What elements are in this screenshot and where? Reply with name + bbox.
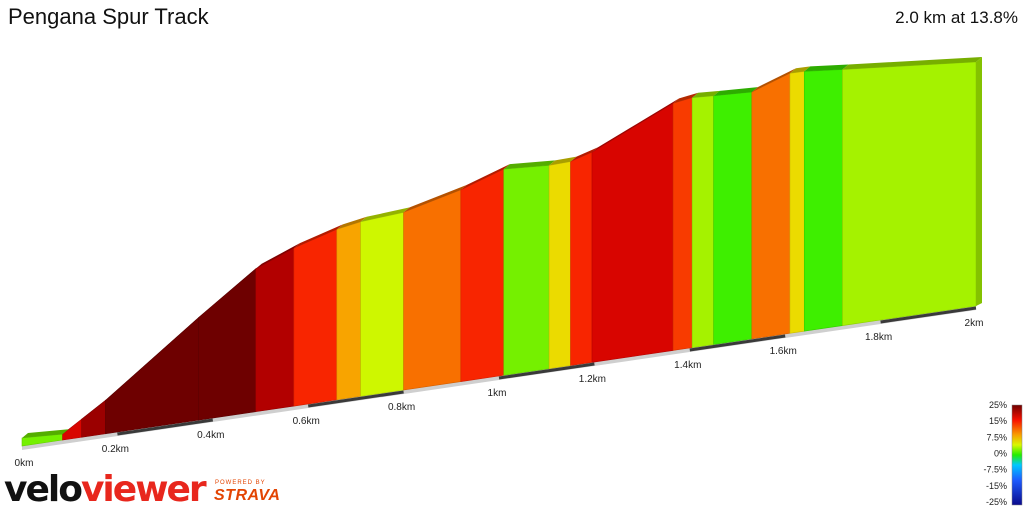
x-tick-label-6: 1.2km bbox=[579, 374, 606, 385]
legend-label-2: 7.5% bbox=[986, 432, 1007, 442]
grade-band-top-9 bbox=[403, 184, 467, 213]
x-tick-label-8: 1.6km bbox=[770, 346, 797, 357]
grade-band-top-3 bbox=[105, 312, 205, 401]
grade-band-6 bbox=[293, 228, 338, 407]
grade-band-21 bbox=[842, 61, 977, 326]
grade-band-top-21 bbox=[842, 57, 982, 70]
logo-velo: velo bbox=[4, 469, 83, 510]
grade-band-top-0 bbox=[22, 429, 69, 438]
grade-band-8 bbox=[360, 212, 404, 397]
grade-band-top-11 bbox=[503, 160, 556, 170]
grade-band-top-2 bbox=[81, 395, 112, 420]
grade-band-top-18 bbox=[751, 68, 796, 93]
x-tick-label-1: 0.2km bbox=[102, 444, 129, 455]
grade-band-12 bbox=[548, 161, 571, 369]
grade-band-top-19 bbox=[789, 66, 811, 74]
grade-band-16 bbox=[691, 95, 714, 348]
grade-band-top-20 bbox=[804, 64, 849, 72]
grade-band-top-5 bbox=[255, 243, 300, 269]
logo-viewer: viewer bbox=[80, 469, 207, 510]
chart-summary: 2.0 km at 13.8% bbox=[895, 8, 1018, 27]
veloviewer-logo: veloviewer bbox=[4, 469, 207, 510]
grade-bands bbox=[21, 61, 977, 447]
grade-band-2 bbox=[81, 399, 106, 438]
grade-band-11 bbox=[503, 165, 550, 376]
x-tick-label-7: 1.4km bbox=[674, 360, 701, 371]
x-tick-label-3: 0.6km bbox=[293, 416, 320, 427]
grade-band-18 bbox=[751, 72, 791, 340]
x-tick-label-9: 1.8km bbox=[865, 332, 892, 343]
grade-band-19 bbox=[789, 71, 805, 334]
grade-band-7 bbox=[336, 221, 361, 401]
profile-top-edge bbox=[22, 57, 982, 438]
grade-band-15 bbox=[672, 97, 693, 351]
grade-legend: 25% 15% 7.5% 0% -7.5% -15% -25% bbox=[983, 400, 1023, 507]
x-tick-label-2: 0.4km bbox=[197, 430, 224, 441]
axis-scale-bar-9 bbox=[880, 306, 977, 324]
grade-band-top-14 bbox=[592, 98, 680, 153]
x-tick-label-0: 0km bbox=[15, 458, 34, 469]
legend-label-0: 25% bbox=[989, 400, 1007, 410]
x-tick-label-10: 2km bbox=[965, 318, 984, 329]
grade-band-top-7 bbox=[336, 216, 367, 230]
grade-band-top-17 bbox=[713, 87, 758, 96]
grade-band-13 bbox=[570, 151, 593, 366]
grade-band-3 bbox=[105, 317, 199, 435]
axis-scale-bar-7 bbox=[689, 334, 786, 352]
legend-label-3: 0% bbox=[994, 449, 1007, 459]
grade-band-17 bbox=[713, 91, 753, 345]
grade-band-14 bbox=[591, 102, 674, 363]
grade-band-top-10 bbox=[460, 164, 510, 190]
legend-label-5: -15% bbox=[986, 481, 1007, 491]
legend-label-6: -25% bbox=[986, 497, 1007, 507]
axis-scale-bar-1 bbox=[117, 418, 214, 436]
grade-band-top-13 bbox=[570, 147, 599, 162]
grade-band-4 bbox=[198, 268, 257, 421]
axis-scale-bar-5 bbox=[498, 362, 595, 380]
grade-band-top-1 bbox=[62, 414, 88, 435]
grade-band-top-6 bbox=[293, 224, 343, 249]
grade-band-top-15 bbox=[673, 92, 699, 104]
grade-band-9 bbox=[403, 189, 462, 391]
legend-colorbar bbox=[1011, 404, 1023, 506]
grade-band-5 bbox=[255, 247, 295, 413]
grade-band-top-12 bbox=[549, 156, 577, 166]
powered-by-label: POWERED BY bbox=[215, 480, 266, 486]
strava-logo: STRAVA bbox=[214, 487, 281, 504]
x-tick-label-5: 1km bbox=[488, 388, 507, 399]
grade-band-top-8 bbox=[360, 207, 410, 222]
grade-band-10 bbox=[460, 168, 505, 382]
legend-label-4: -7.5% bbox=[983, 465, 1007, 475]
x-tick-label-4: 0.8km bbox=[388, 402, 415, 413]
chart-title: Pengana Spur Track bbox=[8, 4, 209, 29]
x-axis: 0km 0.2km 0.4km 0.6km 0.8km 1km 1.2km 1.4km 1.6k… bbox=[15, 306, 984, 469]
grade-band-top-4 bbox=[198, 263, 262, 318]
axis-scale-bar-3 bbox=[307, 390, 404, 408]
grade-band-20 bbox=[803, 69, 843, 332]
profile-end-face bbox=[976, 57, 982, 306]
legend-label-1: 15% bbox=[989, 416, 1007, 426]
grade-band-top-16 bbox=[692, 90, 720, 98]
